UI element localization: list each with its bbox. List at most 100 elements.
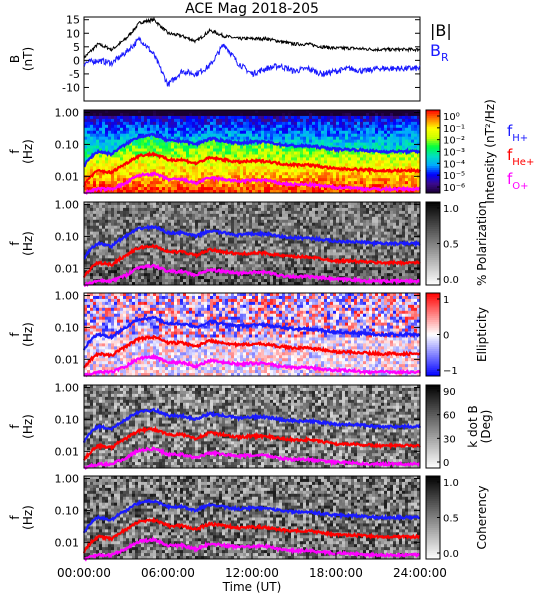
y-tick-label: 0.10 bbox=[55, 413, 80, 426]
colorbar-tick-label: 30 bbox=[443, 434, 456, 445]
y-tick-label: 0 bbox=[73, 54, 80, 67]
x-tick-label: 00:00:00 bbox=[57, 566, 111, 580]
legend-b-magnitude: |B| bbox=[430, 21, 452, 40]
y-tick-label: 10 bbox=[66, 27, 80, 40]
x-tick-label: 18:00:00 bbox=[309, 566, 363, 580]
plot-frame bbox=[83, 292, 421, 377]
f-o-plus-curve bbox=[83, 536, 421, 562]
y-tick-label: 0.01 bbox=[55, 353, 80, 366]
y-tick-label: 5 bbox=[73, 41, 80, 54]
colorbar-tick-label: 0.0 bbox=[443, 275, 459, 286]
plot-frame bbox=[83, 109, 421, 194]
colorbar-tick-label: 10⁻⁴ bbox=[443, 159, 465, 170]
y-tick-label: 15 bbox=[66, 14, 80, 27]
y-tick-label: 1.00 bbox=[55, 107, 80, 120]
f-o-plus-curve bbox=[84, 263, 421, 288]
colorbar-label: Coherency bbox=[475, 485, 489, 549]
colorbar-tick-label: 1.0 bbox=[443, 478, 459, 489]
f-he-plus-curve bbox=[83, 334, 421, 369]
colorbar-tick-label: 10⁻¹ bbox=[443, 124, 465, 135]
f-he-plus-curve bbox=[82, 150, 421, 188]
y-tick-label: 0.01 bbox=[55, 170, 80, 183]
x-tick-label: 24:00:00 bbox=[393, 566, 447, 580]
colorbar-tick-label: 60 bbox=[443, 411, 456, 422]
colorbar-tick-label: 0 bbox=[443, 331, 449, 342]
f-he-plus-curve bbox=[82, 243, 421, 278]
y-tick-label: 0.10 bbox=[55, 504, 80, 517]
y-axis-label: f(Hz) bbox=[8, 505, 35, 530]
x-tick-label: 12:00:00 bbox=[225, 566, 279, 580]
colorbar-tick-label: 0 bbox=[443, 458, 449, 469]
f-h-plus-curve bbox=[83, 223, 421, 260]
colorbar: 90 60 30 0 k dot B(Deg) bbox=[425, 384, 493, 469]
legend-b-r: BR bbox=[430, 41, 449, 64]
colorbar-tick-label: 10⁻⁶ bbox=[443, 183, 465, 194]
y-tick-label: 1.00 bbox=[55, 382, 80, 395]
heatmap-cells bbox=[84, 202, 421, 286]
colorbar-tick-label: 0.5 bbox=[443, 514, 459, 525]
legend-h-plus: fH+ bbox=[507, 122, 528, 144]
colorbar-tick-label: 0.5 bbox=[443, 240, 459, 251]
x-axis: 00:00:00 06:00:00 12:00:00 18:00:00 24:00:00… bbox=[57, 553, 447, 594]
colorbar-tick-label: 10⁻⁵ bbox=[443, 171, 465, 182]
colorbar-tick-label: 10⁻² bbox=[443, 136, 465, 147]
colorbar-tick-label: 10⁰ bbox=[443, 112, 460, 123]
panel-coherency: f(Hz) 1.00 0.10 0.01 1.0 0.5 0.0 Coherency bbox=[8, 473, 489, 562]
plot-area bbox=[83, 16, 421, 102]
colorbar-label: % Polarization bbox=[475, 201, 489, 286]
y-tick-label: 0.01 bbox=[55, 536, 80, 549]
legend-o-plus: fO+ bbox=[507, 170, 529, 192]
f-o-plus-curve bbox=[83, 171, 421, 195]
colorbar-label: Intensity (nT²/Hz) bbox=[483, 99, 497, 204]
colorbar-label: k dot B(Deg) bbox=[466, 405, 493, 447]
y-tick-label: 1.00 bbox=[55, 473, 80, 486]
colorbar: 1 0 −1 Ellipticity bbox=[425, 292, 489, 377]
y-axis-label: f(Hz) bbox=[8, 322, 35, 347]
chart-title: ACE Mag 2018-205 bbox=[185, 1, 319, 17]
colorbar-tick-label: 10⁻³ bbox=[443, 148, 465, 159]
colorbar-tick-label: 0.0 bbox=[443, 549, 459, 560]
y-tick-label: 0.10 bbox=[55, 321, 80, 334]
plot-frame bbox=[83, 384, 421, 469]
y-axis-label: f(Hz) bbox=[8, 139, 35, 164]
colorbar-label: Ellipticity bbox=[475, 307, 489, 362]
colorbar-tick-label: 90 bbox=[443, 387, 456, 398]
y-axis-label: B(nT) bbox=[8, 47, 35, 71]
f-o-plus-curve bbox=[83, 353, 421, 378]
panel-polarization: f(Hz) 1.00 0.10 0.01 1.0 0.5 0.0 % Polarization bbox=[8, 199, 489, 288]
f-h-plus-curve bbox=[82, 315, 421, 351]
colorbar-tick-label: 1 bbox=[443, 295, 449, 306]
y-axis-label: f(Hz) bbox=[8, 414, 35, 439]
y-tick-label: 1.00 bbox=[55, 290, 80, 303]
f-o-plus-curve bbox=[83, 446, 421, 470]
colorbar: 1.0 0.5 0.0 % Polarization bbox=[425, 201, 489, 286]
f-h-plus-curve bbox=[82, 407, 422, 443]
y-tick-label: 0.01 bbox=[55, 262, 80, 275]
y-tick-label: -10 bbox=[62, 81, 80, 94]
f-he-plus-curve bbox=[83, 425, 421, 461]
y-tick-label: 0.10 bbox=[55, 230, 80, 243]
colorbar: 1.0 0.5 0.0 Coherency bbox=[425, 475, 489, 560]
f-h-plus-curve bbox=[83, 132, 421, 168]
panels: B(nT)151050-5-10|B|BRf(Hz)1.000.100.0110… bbox=[8, 14, 535, 562]
legend-he-plus: fHe+ bbox=[507, 146, 534, 168]
panel-k-dot-b: f(Hz) 1.00 0.10 0.01 90 60 30 0 k dot B(Deg) bbox=[8, 382, 493, 470]
y-tick-label: -5 bbox=[69, 68, 80, 81]
f-h-plus-curve bbox=[82, 499, 421, 534]
panel-ellipticity: f(Hz) 1.00 0.10 0.01 1 0 −1 Ellipticity bbox=[8, 290, 489, 378]
f-he-plus-curve bbox=[82, 516, 421, 554]
y-tick-label: 0.01 bbox=[55, 445, 80, 458]
colorbar-tick-label: 1.0 bbox=[443, 204, 459, 215]
y-axis-label: f(Hz) bbox=[8, 231, 35, 256]
plot-frame bbox=[83, 201, 421, 286]
x-tick-label: 06:00:00 bbox=[141, 566, 195, 580]
colorbar-tick-label: −1 bbox=[443, 366, 458, 377]
series-line-b-r bbox=[83, 35, 421, 87]
y-tick-label: 1.00 bbox=[55, 199, 80, 212]
series-line-b-magnitude bbox=[83, 16, 421, 60]
x-axis-label: Time (UT) bbox=[222, 580, 282, 594]
panel-intensity: f(Hz) 1.00 0.10 0.01 10⁰10⁻¹10⁻²10⁻³10⁻⁴10⁻⁵… bbox=[8, 99, 535, 204]
